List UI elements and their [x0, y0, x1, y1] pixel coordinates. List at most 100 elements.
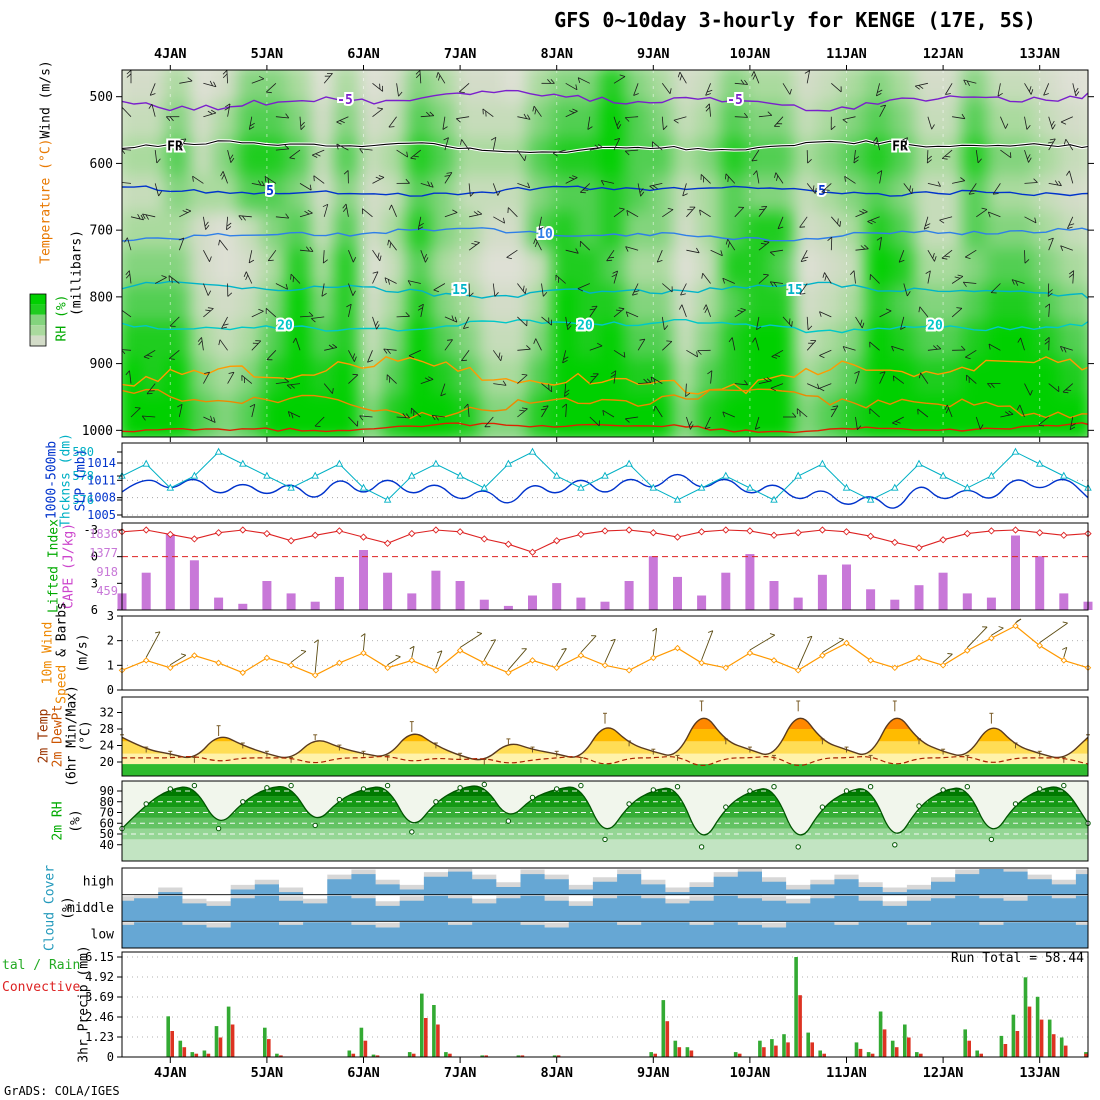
svg-text:5JAN: 5JAN [251, 46, 284, 62]
svg-text:7JAN: 7JAN [444, 1065, 477, 1081]
svg-text:4JAN: 4JAN [154, 46, 187, 62]
minmax-axis-label: (6hr Min/Max) [64, 685, 80, 787]
run-total: Run Total = 58.44 [950, 951, 1084, 966]
svg-text:11JAN: 11JAN [826, 1065, 867, 1081]
cloud-cover-axis-label: Cloud Cover [42, 864, 58, 952]
svg-text:12JAN: 12JAN [923, 1065, 964, 1081]
slp-axis-label: SLP (mb) [73, 448, 89, 512]
svg-text:1014: 1014 [87, 456, 116, 470]
svg-text:9JAN: 9JAN [637, 1065, 670, 1081]
svg-text:4.92: 4.92 [85, 970, 114, 984]
lifted-index-axis-label: Lifted Index [46, 519, 62, 613]
svg-text:576: 576 [72, 493, 94, 507]
svg-text:28: 28 [100, 722, 114, 736]
svg-text:high: high [83, 874, 114, 889]
barbs-label: & Barbs [54, 602, 70, 657]
svg-text:580: 580 [72, 445, 94, 459]
svg-text:600: 600 [90, 157, 113, 172]
svg-text:11JAN: 11JAN [826, 46, 867, 62]
main-axis-label-temp-wind: Temperature (°C)Wind (m/s) [38, 60, 54, 264]
svg-text:-5: -5 [727, 93, 743, 108]
svg-text:1377: 1377 [89, 546, 118, 560]
temp2m-unit-label: (°C) [78, 720, 94, 752]
svg-text:1005: 1005 [87, 508, 116, 522]
svg-text:low: low [91, 928, 115, 943]
grads-credit: GrADS: COLA/IGES [4, 1084, 120, 1098]
wind-label: Wind (m/s) [38, 60, 54, 139]
svg-text:6JAN: 6JAN [347, 1065, 380, 1081]
svg-text:3.69: 3.69 [85, 990, 114, 1004]
svg-text:15: 15 [452, 283, 468, 298]
cloud-cover-unit-label: (%) [60, 896, 76, 920]
svg-text:800: 800 [90, 290, 113, 305]
svg-text:918: 918 [96, 565, 118, 579]
svg-text:middle: middle [67, 901, 114, 916]
temperature-label: Temperature [38, 169, 54, 264]
svg-text:5: 5 [266, 184, 274, 199]
svg-text:20: 20 [927, 319, 943, 334]
page-title: GFS 0~10day 3-hourly for KENGE (17E, 5S) [554, 8, 1036, 32]
thickness-range-label: 1000-500mb [44, 440, 60, 520]
svg-text:-5: -5 [337, 93, 353, 108]
svg-text:-3: -3 [84, 523, 98, 537]
svg-text:459: 459 [96, 584, 118, 598]
svg-text:7JAN: 7JAN [444, 46, 477, 62]
svg-text:8JAN: 8JAN [540, 1065, 573, 1081]
svg-text:3: 3 [91, 576, 98, 590]
rh2m-unit-label: (%) [68, 809, 84, 833]
svg-text:13JAN: 13JAN [1019, 46, 1060, 62]
svg-text:1011: 1011 [87, 473, 116, 487]
svg-text:1008: 1008 [87, 491, 116, 505]
svg-text:70: 70 [100, 806, 114, 820]
svg-text:12JAN: 12JAN [923, 46, 964, 62]
svg-text:4JAN: 4JAN [154, 1065, 187, 1081]
svg-text:0: 0 [107, 683, 114, 697]
convective-legend-label: Convective [2, 980, 81, 995]
svg-text:10: 10 [537, 227, 553, 242]
thickness-axis-label: Thcknss (dm) [58, 433, 74, 527]
svg-text:2.46: 2.46 [85, 1010, 114, 1024]
temp2m-axis-label: 2m Temp [36, 708, 52, 764]
cape-axis-label: CAPE (J/kg) [61, 522, 77, 610]
svg-text:0: 0 [91, 550, 98, 564]
svg-text:32: 32 [100, 706, 114, 720]
svg-text:578: 578 [72, 469, 94, 483]
svg-text:6.15: 6.15 [85, 950, 114, 964]
svg-text:1836: 1836 [89, 527, 118, 541]
svg-text:6: 6 [91, 603, 98, 617]
svg-text:8JAN: 8JAN [540, 46, 573, 62]
svg-text:FR: FR [167, 140, 183, 155]
rh2m-axis-label: 2m RH [50, 801, 66, 841]
svg-text:1: 1 [107, 658, 114, 672]
svg-text:24: 24 [100, 739, 114, 753]
wind10m-axis-label: 10m Wind [40, 621, 56, 685]
wind10m-unit-label: (m/s) [75, 633, 91, 673]
rh-shading-label: RH (%) [54, 294, 70, 342]
svg-text:1000: 1000 [82, 424, 113, 439]
dewpt2m-axis-label: 2m DewPt [50, 704, 66, 768]
svg-text:10JAN: 10JAN [730, 1065, 771, 1081]
svg-text:80: 80 [100, 795, 114, 809]
total-rain-legend-label: tal / Rain [2, 958, 81, 973]
svg-text:1.23: 1.23 [85, 1030, 114, 1044]
svg-text:2: 2 [107, 634, 114, 648]
temperature-unit-label: (°C) [38, 138, 54, 170]
svg-text:40: 40 [100, 838, 114, 852]
svg-text:900: 900 [90, 357, 113, 372]
millibars-axis-label: (millibars) [69, 229, 85, 317]
upper-air-panel: -5-5FRFR55101515202020 [122, 70, 1088, 437]
svg-text:50: 50 [100, 827, 114, 841]
svg-text:10JAN: 10JAN [730, 46, 771, 62]
svg-text:90: 90 [100, 784, 114, 798]
svg-text:9JAN: 9JAN [637, 46, 670, 62]
svg-text:3: 3 [107, 609, 114, 623]
svg-text:60: 60 [100, 816, 114, 830]
svg-text:0: 0 [107, 1050, 114, 1064]
svg-text:5JAN: 5JAN [251, 1065, 284, 1081]
svg-text:FR: FR [892, 140, 908, 155]
svg-text:20: 20 [577, 319, 593, 334]
svg-text:20: 20 [277, 319, 293, 334]
svg-text:13JAN: 13JAN [1019, 1065, 1060, 1081]
